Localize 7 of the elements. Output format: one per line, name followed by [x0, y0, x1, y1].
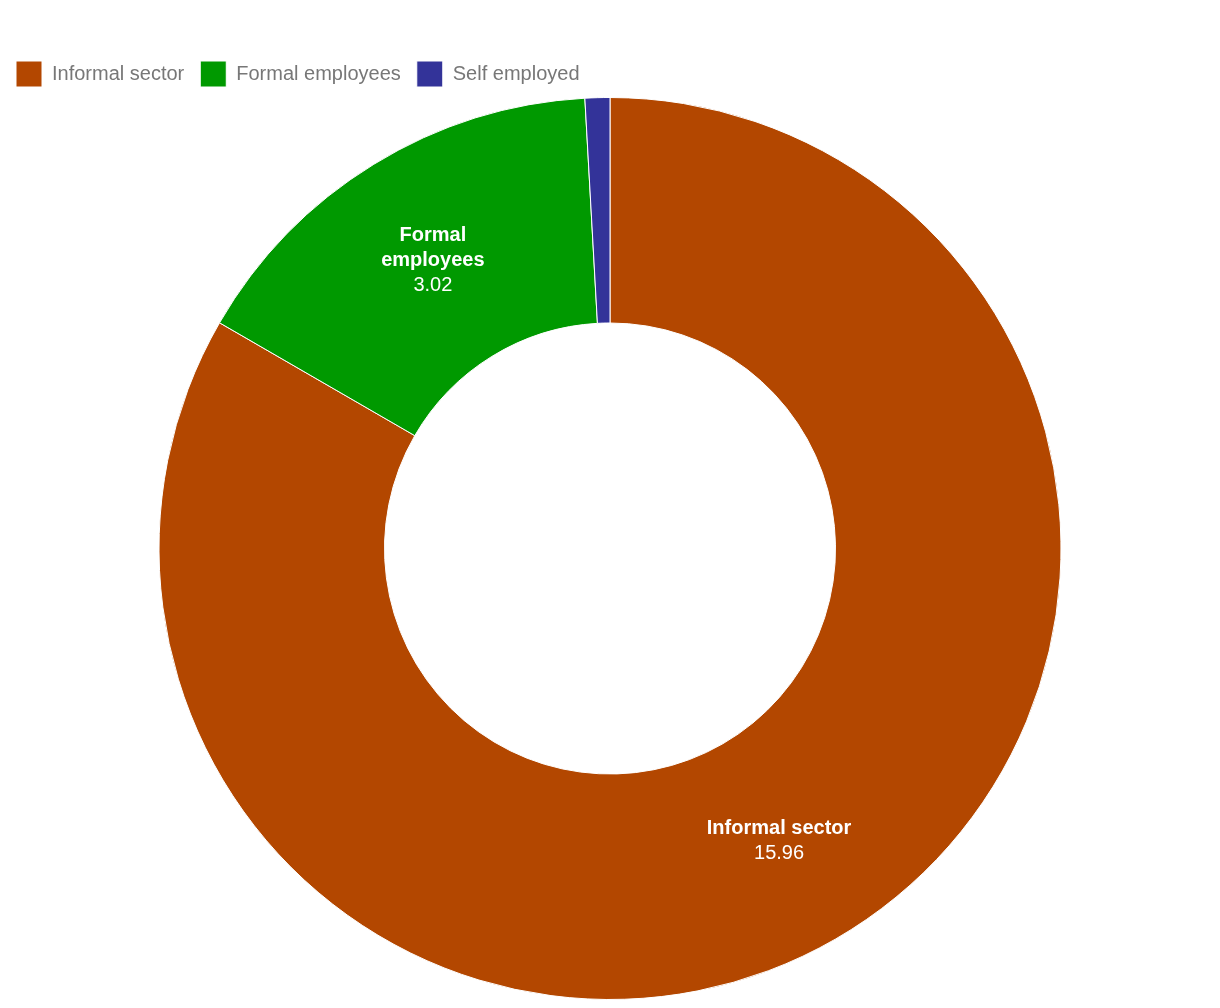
slice-label: Informal sector: [706, 816, 852, 839]
data-label: 3.02: [413, 272, 453, 295]
legend-label: Informal sector: [52, 61, 185, 84]
slice-label: Formal employees: [381, 222, 485, 270]
data-label: 15.96: [754, 841, 805, 864]
legend-label: Formal employees: [236, 61, 401, 84]
legend-label: Self employed: [452, 61, 580, 84]
